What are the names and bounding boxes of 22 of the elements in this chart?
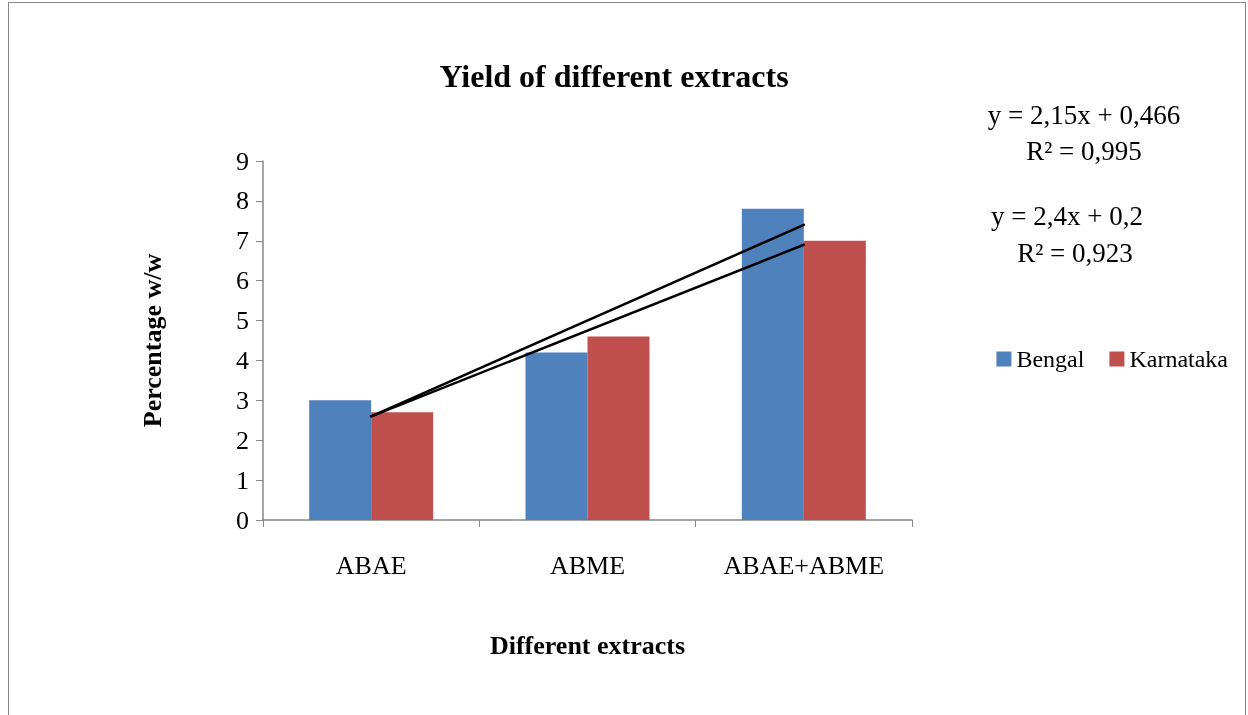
- chart-title: Yield of different extracts: [439, 58, 789, 94]
- x-tick-label: ABAE+ABME: [723, 550, 885, 580]
- text: y = 2,4x + 0,2: [991, 201, 1143, 231]
- y-tick-label: 8: [236, 186, 249, 216]
- x-tick-label: ABME: [549, 550, 626, 580]
- x-axis-title: Different extracts: [489, 630, 686, 660]
- y-tick-label: 6: [236, 266, 249, 296]
- y-tick-label: 9: [236, 146, 249, 176]
- y-tick-label: 2: [236, 425, 249, 455]
- y-tick-label: 0: [236, 505, 249, 535]
- y-tick-label: 4: [236, 345, 249, 375]
- y-tick-label: 7: [236, 226, 249, 256]
- y-tick-label: 5: [236, 306, 249, 336]
- text: y = 2,15x + 0,466: [987, 100, 1181, 130]
- y-axis-title: Percentage w/w: [137, 253, 167, 428]
- x-tick-label: ABAE: [335, 550, 407, 580]
- legend-label: Bengal: [1016, 346, 1085, 372]
- legend-label: Karnataka: [1129, 346, 1229, 372]
- y-tick-label: 3: [236, 385, 249, 415]
- text: R² = 0,923: [1017, 238, 1133, 268]
- y-tick-label: 1: [236, 465, 249, 495]
- text: R² = 0,995: [1026, 136, 1142, 166]
